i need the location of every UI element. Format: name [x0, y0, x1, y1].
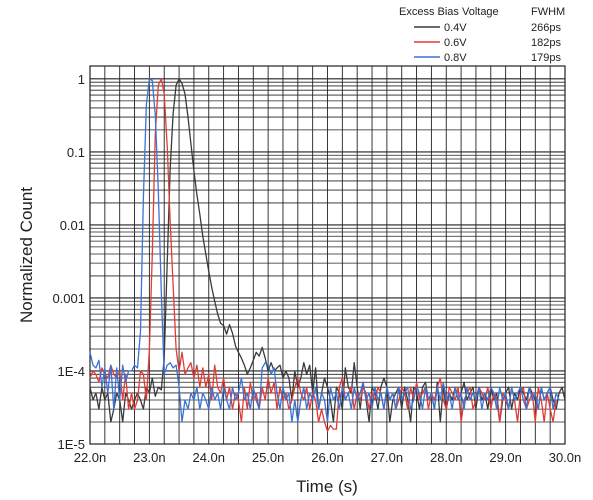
x-tick-label: 23.0n	[133, 450, 166, 465]
x-tick-label: 25.0n	[252, 450, 285, 465]
y-tick-label: 0.001	[52, 291, 85, 306]
series-line-0.8V	[89, 78, 560, 423]
y-axis-title: Normalized Count	[17, 187, 36, 323]
legend-label: 0.4V	[444, 22, 467, 34]
legend-fwhm: 179ps	[531, 52, 561, 64]
legend-header-metric: FWHM	[531, 6, 565, 18]
x-tick-label: 26.0n	[311, 450, 344, 465]
legend-header-name: Excess Bias Voltage	[399, 6, 499, 18]
y-tick-label: 0.1	[67, 145, 85, 160]
legend-label: 0.6V	[444, 37, 467, 49]
legend: Excess Bias Voltage FWHM 0.4V 266ps 0.6V 18…	[399, 6, 565, 64]
y-tick-label: 1	[78, 72, 85, 87]
x-tick-label: 28.0n	[430, 450, 463, 465]
x-tick-label: 24.0n	[192, 450, 225, 465]
x-tick-label: 27.0n	[371, 450, 404, 465]
x-tick-label: 22.0n	[74, 450, 107, 465]
series-layer	[89, 78, 566, 432]
legend-label: 0.8V	[444, 52, 467, 64]
y-tick-label: 1E-5	[58, 437, 85, 452]
legend-fwhm: 266ps	[531, 22, 561, 34]
legend-fwhm: 182ps	[531, 37, 561, 49]
x-tick-label: 29.0n	[489, 450, 522, 465]
tick-labels: 22.0n 23.0n 24.0n 25.0n 26.0n 27.0n 28.0n 29.0n…	[52, 72, 581, 465]
x-tick-label: 30.0n	[549, 450, 582, 465]
plot-frame	[89, 65, 566, 445]
y-tick-label: 1E-4	[58, 364, 85, 379]
y-tick-label: 0.01	[60, 218, 85, 233]
x-axis-title: Time (s)	[296, 477, 358, 496]
